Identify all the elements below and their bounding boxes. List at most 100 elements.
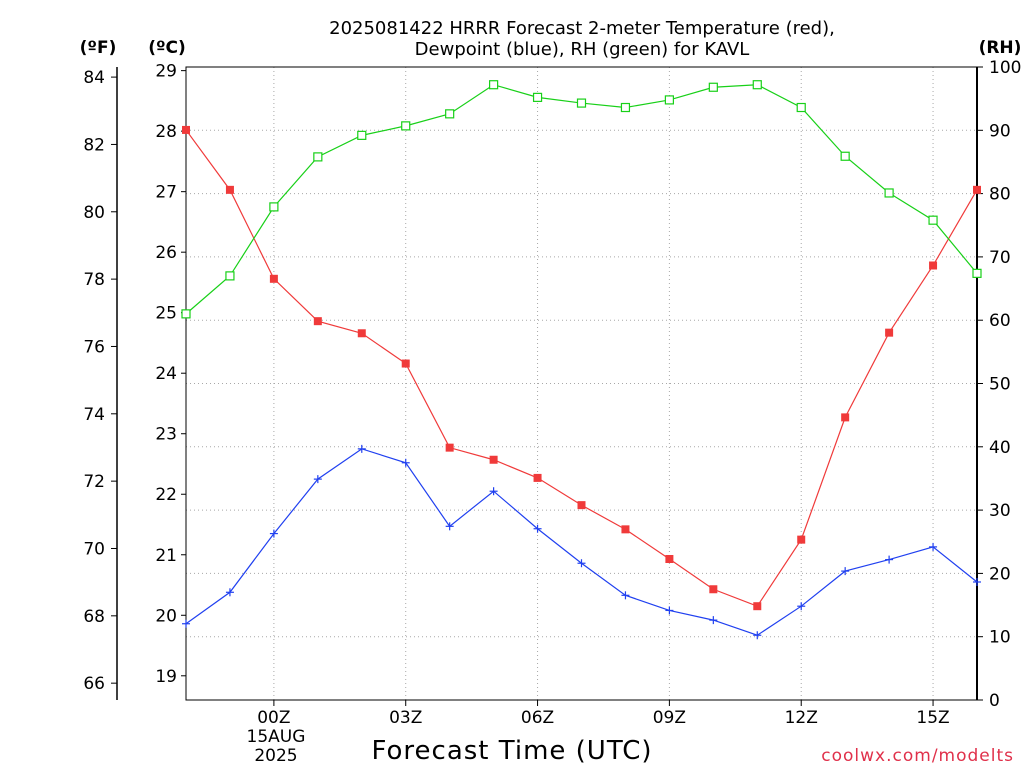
celsius-tick-label: 24 — [155, 364, 177, 384]
celsius-tick-label: 28 — [155, 122, 177, 142]
rh-tick-label: 80 — [989, 185, 1011, 205]
gridlines — [186, 67, 977, 700]
rh-point — [928, 215, 938, 225]
celsius-tick-label: 27 — [155, 183, 177, 203]
temperature-point — [313, 317, 322, 326]
rh-tick-label: 0 — [989, 691, 1000, 711]
rh-point — [313, 152, 323, 162]
temperature-point — [665, 554, 674, 563]
axes — [111, 66, 983, 706]
temperature-point — [182, 125, 190, 134]
temperature-point — [885, 328, 894, 337]
rh-point — [620, 102, 631, 113]
dewpoint-point — [665, 606, 674, 615]
dewpoint-point — [797, 602, 806, 611]
fahrenheit-tick-label: 76 — [83, 337, 105, 357]
dewpoint-point — [489, 487, 498, 496]
fahrenheit-tick-label: 74 — [83, 405, 105, 425]
chart-title-line-2: Dewpoint (blue), RH (green) for KAVL — [415, 39, 750, 60]
dewpoint-point — [973, 577, 981, 586]
temperature-point — [401, 359, 410, 368]
dewpoint-point — [313, 475, 322, 484]
celsius-tick-label: 25 — [155, 304, 177, 324]
dewpoint-point — [225, 588, 234, 597]
fahrenheit-tick-label: 70 — [83, 539, 105, 559]
celsius-tick-label: 20 — [155, 606, 177, 626]
dewpoint-point — [929, 542, 938, 551]
celsius-axis-units: (ºC) — [148, 38, 186, 58]
temperature-point — [577, 501, 586, 510]
fahrenheit-tick-label: 68 — [83, 607, 105, 627]
dewpoint-point — [621, 591, 630, 600]
rh-point — [401, 121, 411, 131]
credit-label: coolwx.com/modelts — [821, 746, 1014, 766]
dewpoint-point — [401, 458, 410, 467]
rh-tick-label: 50 — [989, 375, 1011, 395]
rh-tick-label: 30 — [989, 501, 1011, 521]
rh-series-line — [185, 84, 978, 315]
temperature-point — [489, 455, 498, 464]
rh-axis-units: (RH) — [979, 38, 1022, 58]
fahrenheit-tick-label: 80 — [83, 203, 105, 223]
rh-point — [576, 98, 587, 108]
rh-point — [225, 271, 235, 281]
celsius-tick-label: 23 — [155, 425, 177, 445]
rh-point — [445, 109, 455, 119]
date-label-year: 2025 — [254, 746, 297, 766]
temperature-point — [841, 413, 850, 422]
rh-point — [532, 92, 543, 102]
dewpoint-point — [577, 559, 586, 568]
x-tick-label: 03Z — [389, 708, 422, 728]
temperature-point — [797, 535, 806, 544]
date-label-day: 15AUG — [247, 727, 306, 747]
rh-tick-label: 60 — [989, 311, 1011, 331]
temperature-series-line — [185, 129, 978, 607]
dewpoint-point — [445, 522, 454, 531]
tick-labels: 66 68 70 72 74 76 78 80 82 84 19 20 21 22 23 24 25 26 27 28… — [83, 58, 1021, 728]
fahrenheit-tick-label: 72 — [83, 472, 105, 492]
fahrenheit-axis-units: (ºF) — [80, 38, 117, 58]
dewpoint-point — [841, 567, 850, 576]
rh-point — [752, 80, 762, 90]
celsius-tick-label: 19 — [155, 667, 177, 687]
temperature-point — [533, 473, 542, 482]
fahrenheit-tick-label: 66 — [83, 674, 105, 694]
x-tick-label: 09Z — [653, 708, 686, 728]
x-tick-label: 15Z — [916, 708, 949, 728]
temperature-point — [269, 274, 278, 283]
temperature-point — [753, 602, 762, 611]
temperature-point — [929, 261, 938, 270]
temperature-point — [357, 329, 366, 338]
rh-tick-label: 90 — [989, 121, 1011, 141]
rh-point — [357, 130, 367, 140]
rh-point — [708, 82, 718, 92]
dewpoint-point — [533, 524, 542, 533]
dewpoint-series-line — [185, 448, 978, 636]
rh-tick-label: 10 — [989, 628, 1011, 648]
dewpoint-point — [885, 555, 894, 564]
celsius-tick-label: 22 — [155, 485, 177, 505]
dewpoint-point — [709, 616, 718, 625]
fahrenheit-tick-label: 78 — [83, 270, 105, 290]
temperature-point — [621, 525, 630, 534]
rh-point — [489, 80, 499, 90]
dewpoint-point — [357, 444, 366, 453]
rh-point — [664, 95, 674, 105]
fahrenheit-tick-label: 84 — [83, 68, 105, 88]
temperature-point — [225, 185, 234, 194]
rh-tick-label: 100 — [989, 58, 1021, 78]
celsius-tick-label: 29 — [155, 62, 177, 82]
celsius-tick-label: 21 — [155, 546, 177, 566]
rh-point — [884, 188, 894, 198]
fahrenheit-tick-label: 82 — [83, 135, 105, 155]
series-layer — [181, 80, 982, 640]
rh-point — [796, 102, 806, 113]
rh-tick-label: 40 — [989, 438, 1011, 458]
rh-tick-label: 70 — [989, 248, 1011, 268]
dewpoint-point — [182, 619, 190, 628]
x-tick-label: 06Z — [521, 708, 554, 728]
temperature-point — [709, 585, 718, 594]
dewpoint-point — [269, 529, 278, 538]
x-tick-label: 00Z — [257, 708, 290, 728]
